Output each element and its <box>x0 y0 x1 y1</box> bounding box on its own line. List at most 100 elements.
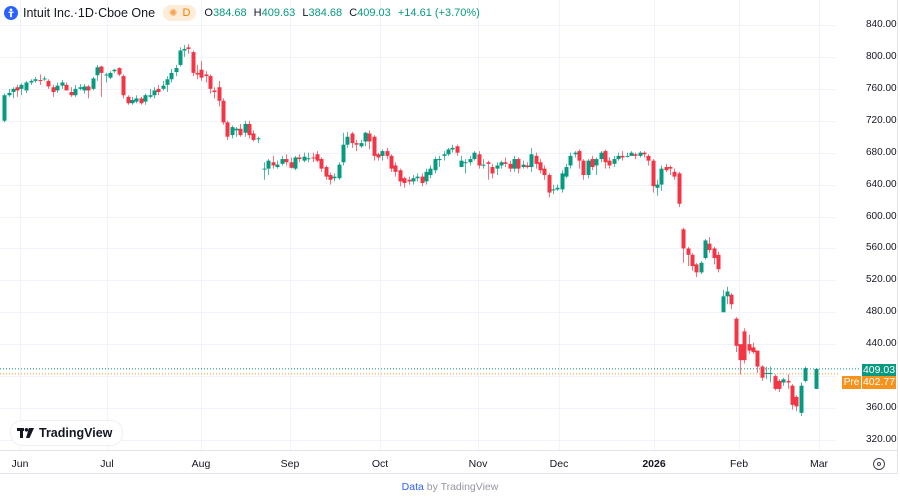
candle <box>73 84 78 97</box>
candle <box>681 227 686 263</box>
candle <box>463 159 468 174</box>
candle <box>721 289 726 313</box>
candle <box>814 368 819 389</box>
candle <box>91 76 96 91</box>
candle <box>302 152 307 163</box>
candle <box>525 162 530 169</box>
candle <box>551 184 556 195</box>
candle <box>699 261 704 274</box>
candle <box>420 173 425 187</box>
symbol-name[interactable]: Intuit Inc. <box>23 6 74 20</box>
candle <box>664 163 669 172</box>
ohlc-values: O384.68 H409.63 L384.68 C409.03 +14.61 (… <box>204 7 483 19</box>
price-tick-label: 360.00 <box>866 402 897 414</box>
candle <box>799 382 804 417</box>
time-tick-label: Sep <box>280 458 300 470</box>
time-tick-label: Nov <box>468 458 488 470</box>
candle <box>646 154 651 166</box>
tradingview-mark-icon <box>17 426 35 441</box>
candle <box>534 152 539 169</box>
candle <box>490 163 495 179</box>
open-value: 384.68 <box>212 7 247 19</box>
candle <box>703 238 708 260</box>
data-link[interactable]: Data <box>401 481 424 493</box>
candle <box>315 151 320 163</box>
candle <box>251 130 256 142</box>
candle <box>538 159 543 174</box>
candle <box>247 120 252 139</box>
candle <box>560 170 565 193</box>
candle <box>803 366 808 383</box>
candle <box>672 168 677 180</box>
candle <box>747 334 752 354</box>
candle <box>677 171 682 207</box>
candle <box>311 152 316 163</box>
candle <box>328 172 333 185</box>
candle <box>633 152 638 160</box>
interval[interactable]: 1D <box>77 6 94 20</box>
candle <box>134 95 139 104</box>
time-tick-label: Jul <box>100 458 114 470</box>
candle <box>182 44 187 57</box>
candle <box>262 162 267 180</box>
candle <box>199 60 204 81</box>
candle <box>266 159 271 176</box>
time-tick-label: Dec <box>549 458 569 470</box>
candle <box>773 374 778 391</box>
candle <box>690 253 695 271</box>
high-key: H <box>253 7 262 19</box>
price-tick-label: 560.00 <box>866 242 897 254</box>
candle <box>204 71 209 83</box>
candle <box>577 149 582 169</box>
candle <box>139 96 144 105</box>
candle <box>306 152 311 163</box>
candle <box>407 176 412 185</box>
candle <box>359 139 364 148</box>
last-price-badge: 409.03 <box>862 364 896 377</box>
candlestick-plot[interactable] <box>0 0 900 474</box>
candle <box>499 160 504 169</box>
candle <box>389 154 394 172</box>
candle <box>121 74 126 99</box>
candle <box>178 47 183 67</box>
footer-rest: by TradingView <box>423 481 499 493</box>
candle <box>594 157 599 176</box>
open-key: O <box>204 7 213 19</box>
candle <box>78 84 83 91</box>
candle <box>760 364 765 381</box>
price-tick-label: 440.00 <box>866 338 897 350</box>
candle <box>729 293 734 310</box>
candle <box>508 160 513 172</box>
candle <box>297 154 302 163</box>
candle <box>547 173 552 198</box>
candle <box>668 165 673 176</box>
candle <box>616 152 621 161</box>
candle <box>586 159 591 179</box>
candle <box>234 127 239 137</box>
candle <box>156 84 161 96</box>
candle <box>398 168 403 187</box>
price-tick-label: 760.00 <box>866 82 897 94</box>
time-tick-label: 2026 <box>642 458 666 470</box>
price-tick-label: 320.00 <box>866 433 897 445</box>
sun-icon: ✺ <box>169 7 178 19</box>
candle <box>208 74 213 94</box>
candle <box>686 246 691 266</box>
price-tick-label: 800.00 <box>866 50 897 62</box>
candle <box>221 98 226 125</box>
tradingview-name: TradingView <box>39 426 113 440</box>
candle <box>212 87 217 99</box>
change-value: +14.61 (+3.70%) <box>397 7 480 19</box>
price-tick-label: 680.00 <box>866 146 897 158</box>
candle <box>512 155 517 172</box>
candle <box>581 159 586 180</box>
candle <box>521 160 526 169</box>
candle <box>243 120 248 137</box>
candle <box>165 76 170 93</box>
candle <box>751 342 756 354</box>
time-tick-label: Feb <box>729 458 749 470</box>
tradingview-logo[interactable]: TradingView <box>10 420 124 446</box>
candle <box>516 157 521 174</box>
session-badge[interactable]: ✺ D <box>163 5 197 21</box>
chart-settings-icon[interactable] <box>873 458 885 470</box>
